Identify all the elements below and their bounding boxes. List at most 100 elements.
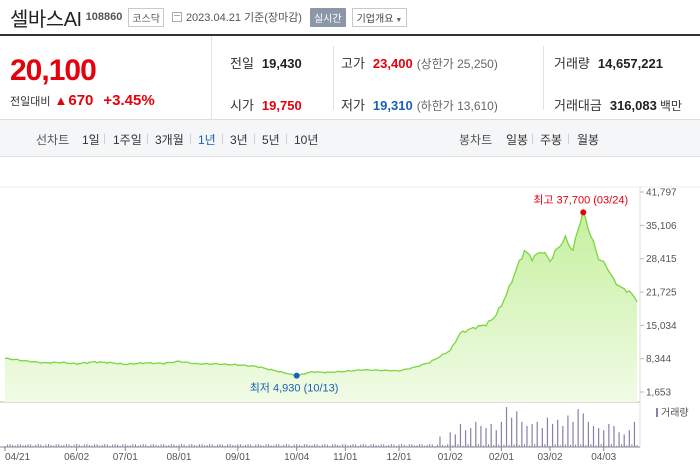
- volume-bar: [375, 445, 377, 447]
- volume-bar: [175, 445, 177, 447]
- volume-bar: [14, 445, 16, 447]
- low-label: 저가: [341, 98, 365, 113]
- volume-bar: [628, 430, 630, 447]
- volume-bar: [488, 444, 490, 447]
- volume-bar: [442, 444, 444, 447]
- volume-bar: [224, 445, 226, 447]
- price-line: [4, 208, 638, 377]
- volume-bar: [508, 444, 510, 447]
- volume-bar: [372, 444, 374, 447]
- company-info-button[interactable]: 기업개요 ▼: [351, 7, 408, 27]
- volume-bar: [311, 445, 313, 447]
- tab-weekly[interactable]: 주봉: [540, 133, 563, 147]
- volume-bar: [181, 444, 183, 447]
- tab-monthly[interactable]: 월봉: [577, 133, 600, 147]
- volume-bar: [426, 444, 428, 447]
- volume-bar: [344, 444, 346, 447]
- divider: [333, 46, 334, 110]
- tab-1y[interactable]: 1년: [198, 133, 216, 147]
- volume-bar: [424, 445, 426, 447]
- chart-period-tabs: 선차트 1일 1주일 3개월 1년 3년 5년 10년 봉차트 일봉 주봉 월봉: [0, 120, 700, 157]
- volume-bar: [239, 444, 241, 447]
- volume-bar: [370, 444, 372, 447]
- y-tick-label: 8,344: [646, 354, 671, 365]
- tab-divider: [222, 134, 223, 144]
- volume-bar: [140, 444, 142, 447]
- volume-bar: [349, 445, 351, 447]
- company-info-label: 기업개요: [356, 13, 394, 25]
- volume-bar: [575, 444, 577, 447]
- volume-bar: [163, 444, 165, 447]
- prev-close: 전일 19,430: [230, 53, 302, 72]
- volume-bar: [355, 444, 357, 447]
- volume-bar: [19, 444, 21, 447]
- volume-bar: [516, 411, 518, 447]
- volume-bar: [27, 444, 29, 447]
- volume-bar: [101, 444, 103, 447]
- volume-bar: [618, 432, 620, 447]
- current-price: 20,100: [10, 54, 97, 87]
- tab-1w[interactable]: 1주일: [113, 133, 142, 147]
- tab-daily[interactable]: 일봉: [506, 133, 529, 147]
- volume-bar: [211, 444, 213, 447]
- volume-bar: [329, 445, 331, 447]
- volume-bar: [577, 409, 579, 447]
- volume-bar: [73, 444, 75, 447]
- change-percent: +3.45%: [103, 92, 155, 109]
- volume-bar: [388, 444, 390, 447]
- volume-bar: [319, 445, 321, 447]
- tab-3m[interactable]: 3개월: [155, 133, 184, 147]
- volume-bar: [114, 444, 116, 447]
- volume-bar: [472, 445, 474, 447]
- volume-bar: [255, 444, 257, 447]
- volume-bar: [347, 445, 349, 447]
- tab-1d[interactable]: 1일: [82, 133, 100, 147]
- high-point: [580, 209, 587, 216]
- volume-bar: [416, 445, 418, 447]
- y-tick-label: 15,034: [646, 321, 677, 332]
- volume-bar: [531, 423, 533, 447]
- volume-bar: [449, 432, 451, 447]
- price-chart[interactable]: 41,797 35,106 28,415 21,725 15,034 8,344 1,653…: [0, 157, 700, 469]
- volume-bar: [283, 444, 285, 447]
- volume-bar: [35, 444, 37, 447]
- x-tick-label: 09/01: [225, 452, 250, 463]
- x-tick-label: 06/02: [64, 452, 89, 463]
- volume-bar: [104, 444, 106, 447]
- volume-bar: [137, 445, 139, 447]
- volume-bar: [314, 444, 316, 447]
- volume-bar: [280, 445, 282, 447]
- volume-bar: [155, 444, 157, 447]
- volume-bar: [63, 445, 65, 447]
- volume-bar: [546, 417, 549, 447]
- volume-bar: [326, 444, 328, 447]
- volume-bar: [636, 444, 638, 447]
- volume-bar: [291, 445, 293, 447]
- tab-5y[interactable]: 5년: [262, 133, 280, 147]
- volume-bar: [436, 444, 438, 447]
- volume-bar: [288, 444, 290, 447]
- tab-3y[interactable]: 3년: [230, 133, 248, 147]
- high-annotation: 최고 37,700 (03/24): [533, 193, 628, 206]
- volume-bar: [147, 445, 149, 447]
- volume-bar: [303, 444, 305, 447]
- realtime-button[interactable]: 실시간: [309, 7, 346, 27]
- tab-10y[interactable]: 10년: [294, 133, 319, 147]
- volume-bar: [324, 444, 326, 447]
- x-tick-label: 07/01: [113, 452, 138, 463]
- volume-bar: [273, 445, 275, 447]
- volume-bar: [237, 444, 239, 447]
- volume-bar: [206, 445, 208, 447]
- volume-bar: [293, 444, 295, 447]
- volume-bar: [178, 444, 180, 447]
- volume-bar: [145, 444, 147, 447]
- change-row: 전일대비 ▲ 670 +3.45%: [10, 92, 155, 109]
- volume: 거래량 14,657,221: [554, 53, 663, 72]
- volume-bar: [526, 426, 528, 447]
- tab-divider: [254, 134, 255, 144]
- volume-bar: [53, 445, 55, 447]
- lower-limit: (하한가 13,610): [416, 99, 498, 113]
- volume-bar: [332, 444, 334, 447]
- amount-label: 거래대금: [554, 98, 602, 113]
- volume-bar: [457, 444, 459, 447]
